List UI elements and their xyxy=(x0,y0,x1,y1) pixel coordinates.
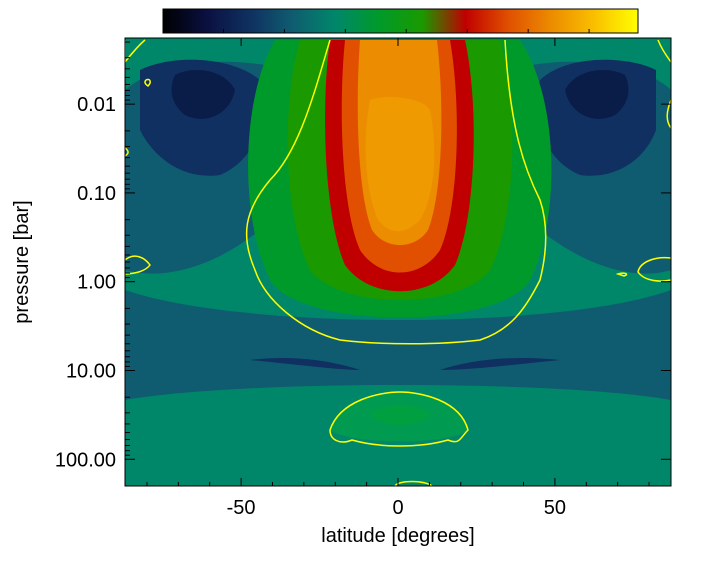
region-north-min xyxy=(565,70,629,119)
y-axis: 0.01 0.10 1.00 10.00 100.00 xyxy=(55,41,671,487)
x-axis: -50 0 50 xyxy=(146,38,650,519)
contour-lobe-north xyxy=(666,99,671,129)
colorbar-scale xyxy=(162,8,639,34)
y-axis-label: pressure [bar] xyxy=(11,200,33,323)
contour-corner-ne xyxy=(657,39,671,63)
deep-core xyxy=(370,405,430,425)
contour-deep xyxy=(329,391,469,447)
x-tick-label: 0 xyxy=(392,497,403,519)
contour-lines xyxy=(125,39,671,486)
x-axis-label: latitude [degrees] xyxy=(321,525,474,547)
y-tick-label: 10.00 xyxy=(66,360,116,382)
contour-jet xyxy=(245,39,547,345)
x-tick-label: -50 xyxy=(227,497,256,519)
y-tick-label: 1.00 xyxy=(77,272,116,294)
region-deep-band xyxy=(125,290,671,400)
equatorial-jet xyxy=(248,40,552,318)
x-tick-label: 50 xyxy=(544,497,566,519)
region-deep-streak-north xyxy=(440,358,560,370)
contour-blob-north xyxy=(615,272,628,277)
contour-lobe-south xyxy=(125,147,129,157)
region-deep-streak-south xyxy=(250,358,360,370)
plot-area xyxy=(125,38,671,486)
y-tick-label: 0.10 xyxy=(77,183,116,205)
contour-blob-south xyxy=(144,78,151,87)
contour-edge-south xyxy=(125,255,151,275)
jet-core xyxy=(365,97,435,232)
contour-edge-north xyxy=(637,256,671,282)
region-south-min xyxy=(171,70,235,119)
y-tick-label: 100.00 xyxy=(55,449,116,471)
y-tick-label: 0.01 xyxy=(77,94,116,116)
